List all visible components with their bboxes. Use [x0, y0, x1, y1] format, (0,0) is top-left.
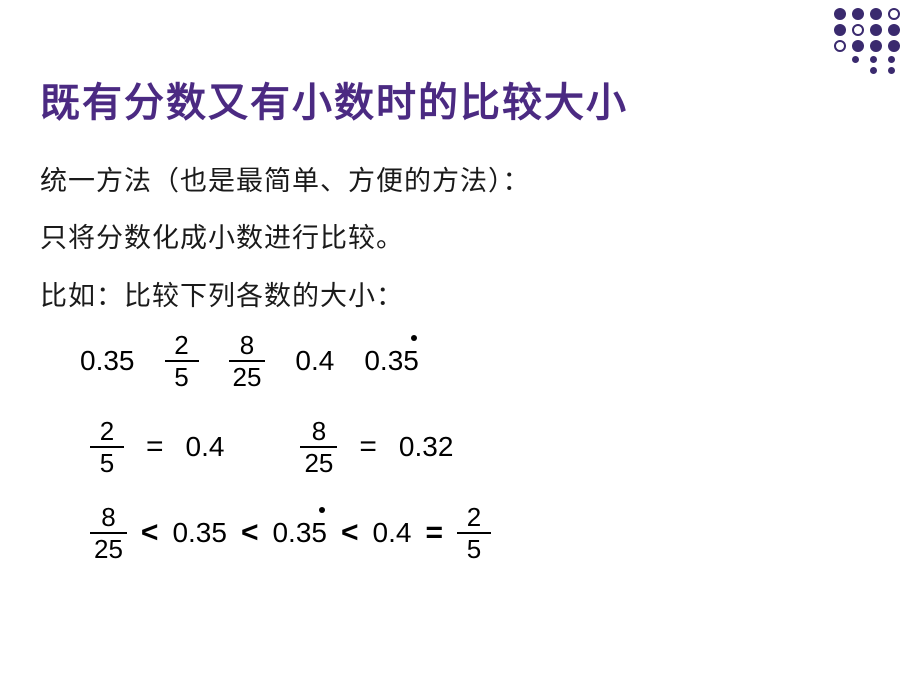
- fraction-8-25: 8 25: [229, 332, 266, 390]
- fraction-2-5-b: 2 5: [90, 418, 124, 476]
- value-2: 0.4: [295, 345, 334, 377]
- lt-3: <: [337, 516, 363, 550]
- recurring-dot-icon: [411, 335, 417, 341]
- result-2: 0.32: [399, 431, 454, 463]
- lt-2: <: [237, 516, 263, 550]
- eq-final: =: [421, 516, 447, 550]
- cmp-v2-recurring: 0.35: [272, 517, 327, 549]
- fraction-8-25-c: 8 25: [90, 504, 127, 562]
- fraction-2-5: 2 5: [165, 332, 199, 390]
- math-row-conversions: 2 5 = 0.4 8 25 = 0.32: [40, 418, 880, 476]
- paragraph-2: 只将分数化成小数进行比较。: [40, 213, 880, 264]
- math-row-values: 0.35 2 5 8 25 0.4 0.35: [40, 332, 880, 390]
- equals-1: =: [142, 430, 168, 464]
- paragraph-1: 统一方法（也是最简单、方便的方法）：: [40, 156, 880, 207]
- value-1: 0.35: [80, 345, 135, 377]
- result-1: 0.4: [186, 431, 225, 463]
- corner-decoration: [834, 8, 900, 74]
- value-3-recurring: 0.35: [364, 345, 419, 377]
- recurring-dot-icon: [319, 507, 325, 513]
- math-row-comparison: 8 25 < 0.35 < 0.35 < 0.4 = 2 5: [40, 504, 880, 562]
- body-text: 统一方法（也是最简单、方便的方法）： 只将分数化成小数进行比较。 比如：比较下列…: [40, 156, 880, 322]
- slide-title: 既有分数又有小数时的比较大小: [40, 70, 880, 128]
- cmp-v1: 0.35: [172, 517, 227, 549]
- slide-content: 既有分数又有小数时的比较大小 统一方法（也是最简单、方便的方法）： 只将分数化成…: [0, 0, 920, 562]
- paragraph-3: 比如：比较下列各数的大小：: [40, 271, 880, 322]
- equals-2: =: [355, 430, 381, 464]
- fraction-2-5-c: 2 5: [457, 504, 491, 562]
- lt-1: <: [137, 516, 163, 550]
- fraction-8-25-b: 8 25: [300, 418, 337, 476]
- cmp-v3: 0.4: [373, 517, 412, 549]
